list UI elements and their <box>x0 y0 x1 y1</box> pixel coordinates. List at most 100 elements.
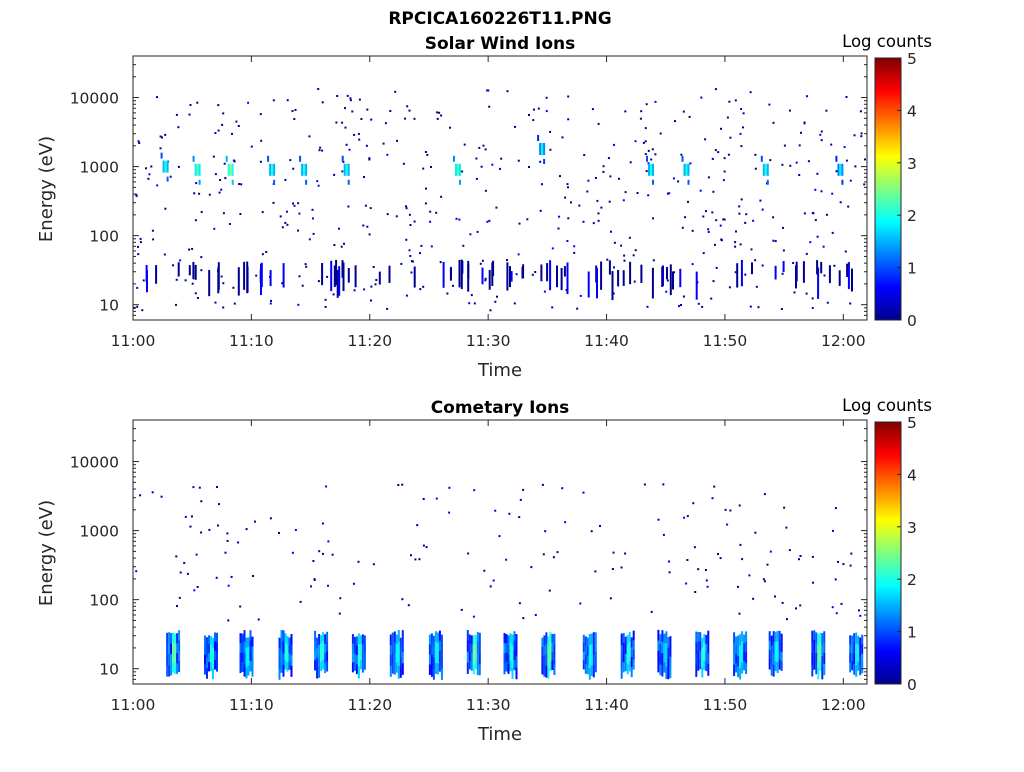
heatmap-cell <box>135 194 138 197</box>
heatmap-cell <box>259 113 262 116</box>
heatmap-cell <box>172 652 175 663</box>
heatmap-cell <box>752 597 755 600</box>
heatmap-cell <box>509 633 512 644</box>
colorbar <box>874 57 902 321</box>
heatmap-cell <box>738 212 741 215</box>
heatmap-cell <box>745 213 748 216</box>
heatmap-cell <box>774 631 777 643</box>
heatmap-cell <box>692 502 695 505</box>
heatmap-cell <box>680 304 682 306</box>
heatmap-cell <box>473 302 476 305</box>
heatmap-cell <box>623 259 626 262</box>
heatmap-cell <box>172 632 175 644</box>
heatmap-cell <box>370 299 372 302</box>
heatmap-cell <box>628 661 631 672</box>
heatmap-cell <box>247 646 250 657</box>
heatmap-cell <box>363 635 366 645</box>
heatmap-cell <box>528 166 530 168</box>
heatmap-cell <box>518 516 521 519</box>
heatmap-cell <box>513 650 516 661</box>
heatmap-cell <box>342 262 345 292</box>
heatmap-cell <box>738 205 741 208</box>
heatmap-cell <box>281 226 284 229</box>
heatmap-cell <box>543 655 546 667</box>
heatmap-cell <box>588 645 591 658</box>
heatmap-cell <box>360 118 363 120</box>
heatmap-cell <box>194 292 197 295</box>
heatmap-cell <box>405 207 408 210</box>
heatmap-cell <box>622 199 625 202</box>
heatmap-cell <box>819 133 822 136</box>
heatmap-cell <box>712 280 715 283</box>
heatmap-cell <box>724 508 727 511</box>
heatmap-cell <box>466 640 469 653</box>
heatmap-cell <box>239 633 242 644</box>
heatmap-cell <box>498 535 501 538</box>
heatmap-cell <box>351 634 354 645</box>
heatmap-cell <box>347 205 350 208</box>
heatmap-cell <box>384 122 387 125</box>
heatmap-cell <box>861 653 864 664</box>
heatmap-cell <box>738 504 741 507</box>
heatmap-cell <box>215 576 218 579</box>
heatmap-cell <box>552 556 555 559</box>
heatmap-cell <box>233 302 236 305</box>
heatmap-cell <box>864 158 866 161</box>
heatmap-cell <box>776 630 779 642</box>
heatmap-cell <box>640 264 643 283</box>
heatmap-cell <box>240 183 243 186</box>
heatmap-cell <box>481 259 484 262</box>
heatmap-cell <box>312 560 315 562</box>
heatmap-cell <box>221 123 224 126</box>
heatmap-cell <box>333 244 336 246</box>
heatmap-cell <box>335 259 338 286</box>
heatmap-cell <box>166 665 169 677</box>
heatmap-cell <box>624 645 627 655</box>
heatmap-cell <box>853 643 856 655</box>
heatmap-cell <box>579 602 582 605</box>
heatmap-cell <box>434 652 437 664</box>
heatmap-cell <box>410 554 412 557</box>
heatmap-cell <box>539 160 542 163</box>
heatmap-cell <box>408 213 411 216</box>
heatmap-cell <box>549 148 552 151</box>
heatmap-cell <box>754 167 757 170</box>
heatmap-cell <box>792 262 795 264</box>
heatmap-cell <box>162 160 165 173</box>
heatmap-cell <box>210 662 212 672</box>
heatmap-cell <box>543 143 546 155</box>
heatmap-cell <box>160 152 163 159</box>
heatmap-cell <box>620 644 623 657</box>
heatmap-cell <box>533 108 535 111</box>
heatmap-cell <box>853 664 856 675</box>
heatmap-cell <box>740 145 743 148</box>
heatmap-cell <box>291 551 294 554</box>
heatmap-cell <box>336 95 339 97</box>
heatmap-cell <box>270 299 272 302</box>
heatmap-cell <box>553 633 556 645</box>
heatmap-cell <box>560 268 563 291</box>
heatmap-cell <box>293 204 296 207</box>
heatmap-cell <box>359 643 362 653</box>
heatmap-cell <box>247 101 250 104</box>
heatmap-cell <box>325 485 328 488</box>
heatmap-cell <box>284 633 287 643</box>
heatmap-cell <box>798 174 801 176</box>
heatmap-cell <box>774 595 776 598</box>
heatmap-cell <box>800 131 802 134</box>
heatmap-cell <box>679 268 682 288</box>
heatmap-cell <box>204 635 206 646</box>
heatmap-cell <box>620 667 623 679</box>
heatmap-cell <box>499 167 501 170</box>
heatmap-cell <box>308 238 311 241</box>
heatmap-cell <box>440 657 443 669</box>
heatmap-cell <box>259 160 262 163</box>
heatmap-cell <box>348 148 351 151</box>
heatmap-cell <box>626 654 629 665</box>
heatmap-cell <box>332 293 335 296</box>
heatmap-cell <box>286 210 288 213</box>
heatmap-cell <box>717 151 720 154</box>
heatmap-cell <box>770 665 773 676</box>
heatmap-cell <box>169 175 172 178</box>
heatmap-cell <box>273 163 276 176</box>
